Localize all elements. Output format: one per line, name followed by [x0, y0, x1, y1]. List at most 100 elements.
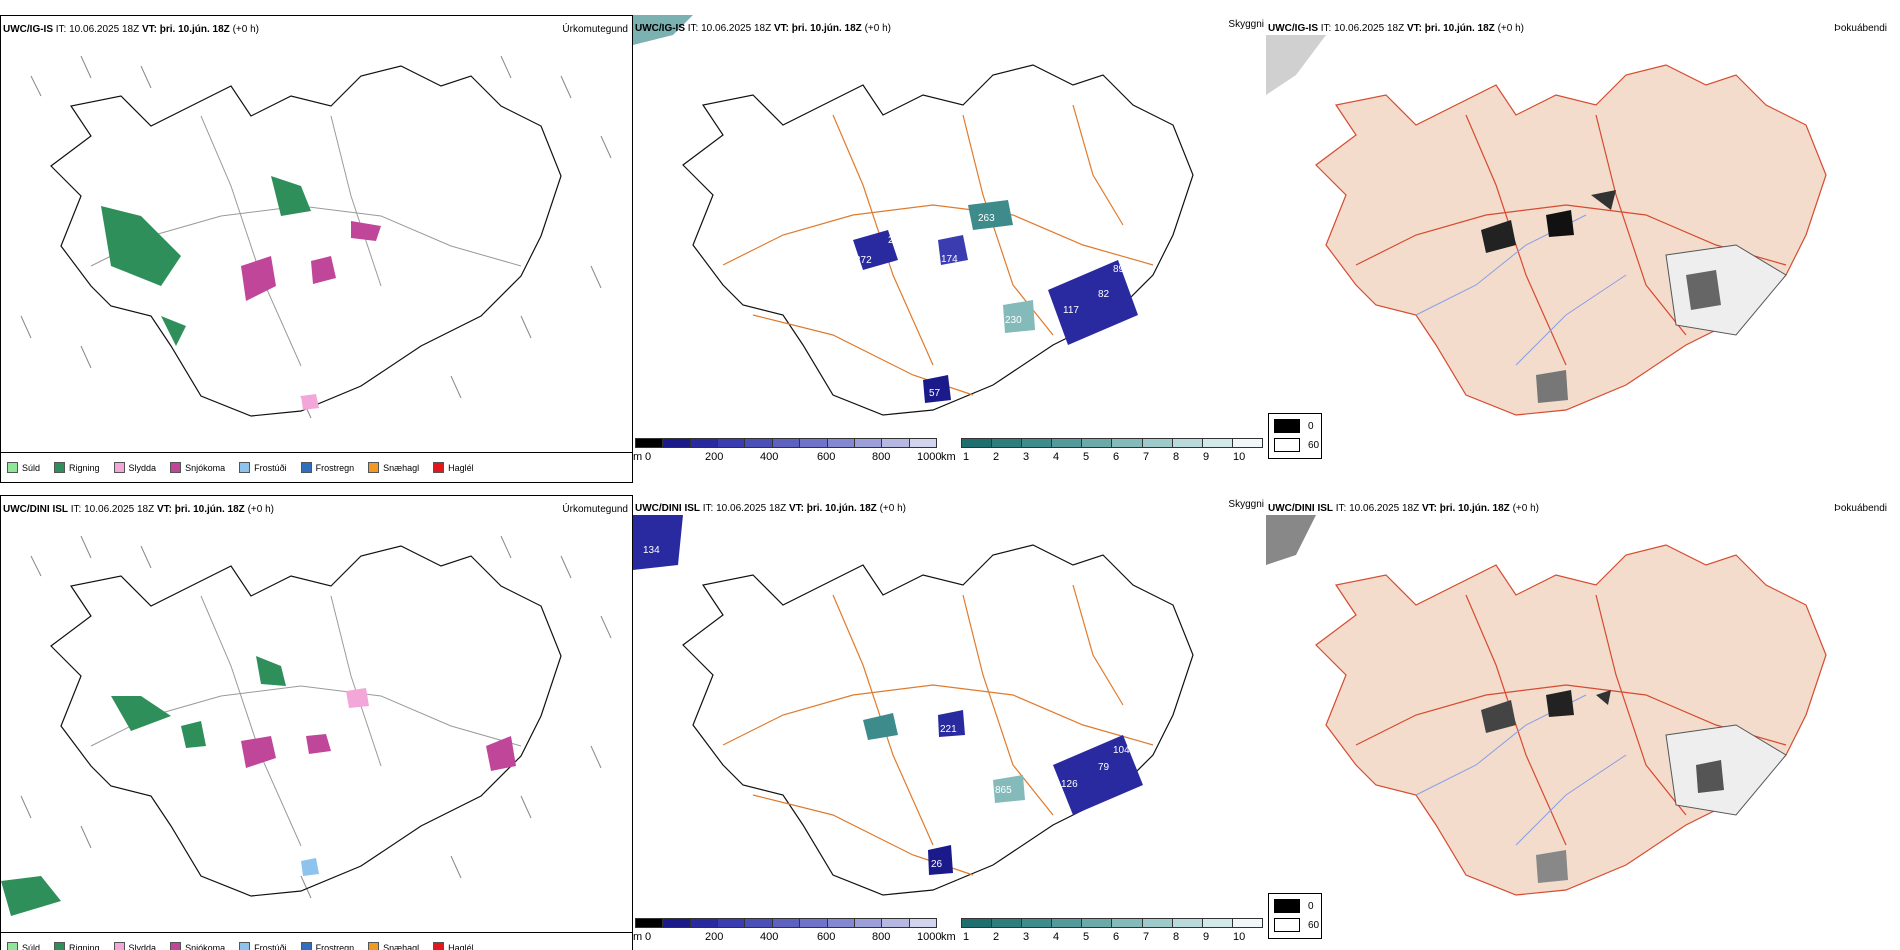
colorbar-seg [882, 438, 910, 448]
legend-item: Snjókoma [170, 462, 225, 473]
colorbar-seg [1052, 438, 1083, 448]
fog-areas [1481, 690, 1787, 883]
init-time: 10.06.2025 18Z [1349, 503, 1420, 514]
colorbar-m [635, 918, 937, 928]
colorbar-seg [663, 438, 691, 448]
colorbar-seg [1232, 918, 1263, 928]
colorbar-seg [1052, 918, 1083, 928]
fog-areas [1481, 190, 1787, 403]
visibility-map-row1: 263 201 174 372 89 82 117 230 57 [633, 15, 1194, 416]
lead-time: (+0 h) [1497, 23, 1524, 34]
precip-type-legend: Súld Rigning Slydda Snjókoma Frostúði Fr… [1, 452, 632, 482]
colorbar-seg [1202, 918, 1233, 928]
legend-swatch [113, 942, 125, 950]
it-label: IT: [687, 23, 699, 34]
legend-swatch [54, 462, 66, 473]
visibility-map-row2: 134 221 104 79 126 865 26 [633, 515, 1194, 896]
iceland-land [1315, 64, 1827, 416]
panel-variable: Þokuábendi [1834, 503, 1887, 514]
fog-legend: 0 60 [1268, 413, 1322, 459]
vis-label: 230 [1005, 315, 1022, 326]
vis-label: 117 [1063, 305, 1079, 316]
fog-legend-swatch [1274, 438, 1300, 452]
colorbar-seg [1202, 438, 1233, 448]
legend-item: Haglél [433, 942, 474, 950]
it-label: IT: [1320, 23, 1332, 34]
vt-label: VT: [1421, 503, 1437, 514]
valid-time: þri. 10.jún. 18Z [806, 503, 877, 514]
it-label: IT: [70, 504, 82, 515]
colorbar-seg [690, 918, 719, 928]
panel-title: UWC/IG-IS IT: 10.06.2025 18Z VT: þri. 10… [3, 24, 259, 35]
colorbar-seg [800, 918, 828, 928]
colorbar-seg [854, 438, 883, 448]
colorbar-km [961, 438, 1263, 448]
legend-swatch [368, 462, 380, 473]
iceland-outline [50, 65, 562, 417]
vis-label: 221 [940, 724, 957, 735]
colorbar-m [635, 438, 937, 448]
colorbar-km [961, 918, 1263, 928]
it-label: IT: [55, 24, 67, 35]
iceland-outline [682, 64, 1194, 416]
legend-swatch [170, 462, 182, 473]
fog-legend-swatch [1274, 899, 1300, 913]
colorbar-seg [1082, 918, 1113, 928]
legend-swatch [54, 942, 66, 950]
colorbar-seg [718, 918, 746, 928]
colorbar-seg [909, 918, 937, 928]
it-label: IT: [702, 503, 714, 514]
precip-type-panel-row1: UWC/IG-IS IT: 10.06.2025 18Z VT: þri. 10… [0, 15, 633, 483]
precip-type-legend: Súld Rigning Slydda Snjókoma Frostúði Fr… [1, 932, 632, 950]
legend-item: Frostregn [300, 942, 354, 950]
panel-variable: Úrkomutegund [562, 504, 628, 515]
legend-swatch [7, 462, 18, 473]
fog-legend-swatch [1274, 918, 1300, 932]
init-time: 10.06.2025 18Z [84, 504, 155, 515]
panel-variable: Skyggni [1228, 19, 1264, 30]
panel-title: UWC/IG-IS IT: 10.06.2025 18Z VT: þri. 10… [635, 23, 891, 34]
precip-areas [101, 176, 381, 410]
panel-variable: Úrkomutegund [562, 24, 628, 35]
legend-item: Frostregn [300, 462, 354, 473]
vis-label: 57 [929, 388, 941, 399]
fog-legend-swatch [1274, 419, 1300, 433]
colorbar-seg [827, 918, 855, 928]
legend-item: Súld [7, 462, 40, 473]
legend-item: Snæhagl [368, 942, 419, 950]
legend-swatch [170, 942, 182, 950]
precip-areas [1, 656, 516, 916]
colorbar-seg [961, 918, 993, 928]
legend-swatch [433, 942, 445, 950]
colorbar-seg [992, 918, 1023, 928]
model-name: UWC/DINI ISL [1268, 503, 1333, 514]
it-label: IT: [1335, 503, 1347, 514]
legend-item: Súld [7, 942, 40, 950]
init-time: 10.06.2025 18Z [701, 23, 772, 34]
colorbar-seg [1022, 918, 1053, 928]
init-time: 10.06.2025 18Z [716, 503, 787, 514]
panel-title: UWC/DINI ISL IT: 10.06.2025 18Z VT: þri.… [3, 504, 274, 515]
legend-item: Snjókoma [170, 942, 225, 950]
model-name: UWC/IG-IS [635, 23, 685, 34]
fog-panel-row2: UWC/DINI ISL IT: 10.06.2025 18Z VT: þri.… [1266, 495, 1899, 950]
iceland-outline [682, 544, 1194, 896]
colorbar-unit: km [941, 931, 956, 943]
vis-label: 82 [1098, 289, 1110, 300]
colorbar-unit: km [941, 451, 956, 463]
legend-item: Rigning [54, 942, 100, 950]
vis-label: 79 [1098, 762, 1110, 773]
fog-legend: 0 60 [1268, 893, 1322, 939]
colorbar-seg [1232, 438, 1263, 448]
valid-time: þri. 10.jún. 18Z [1439, 503, 1510, 514]
vis-label: 174 [941, 254, 958, 265]
lead-time: (+0 h) [879, 503, 906, 514]
iceland-outline [50, 545, 562, 897]
colorbar-seg [1082, 438, 1113, 448]
valid-time: þri. 10.jún. 18Z [174, 504, 245, 515]
colorbar-seg [1172, 438, 1203, 448]
panel-title: UWC/IG-IS IT: 10.06.2025 18Z VT: þri. 10… [1268, 23, 1524, 34]
legend-swatch [368, 942, 380, 950]
model-name: UWC/DINI ISL [3, 504, 68, 515]
roads [722, 104, 1154, 396]
